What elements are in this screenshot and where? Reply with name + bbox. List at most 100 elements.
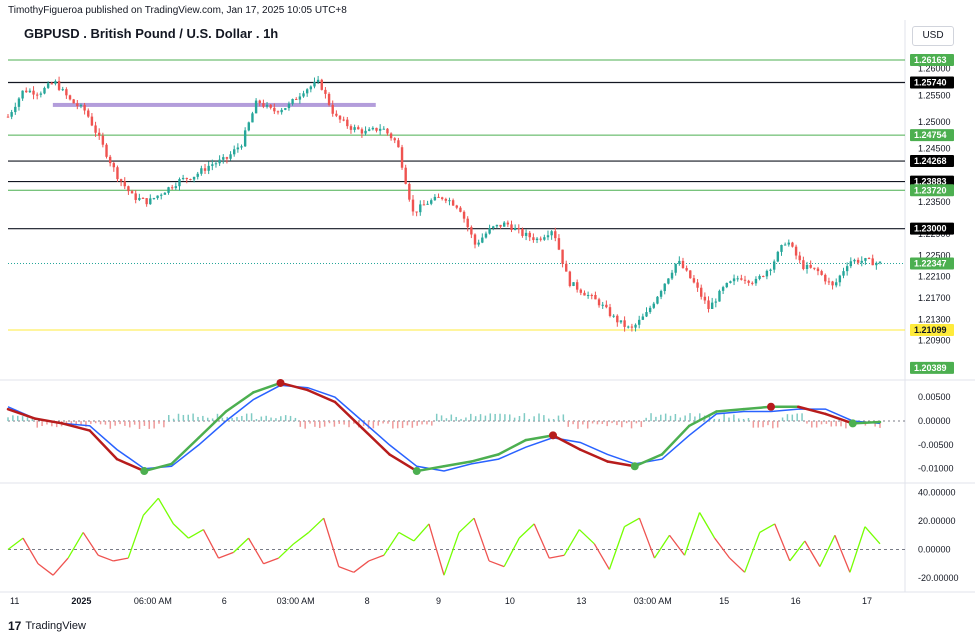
candle-body <box>867 258 871 260</box>
candle-body <box>659 291 663 297</box>
osc-line-segment <box>488 560 505 568</box>
candle-body <box>247 122 251 131</box>
signal-line-segment <box>660 424 691 456</box>
price-tick-label: 1.23500 <box>918 197 951 207</box>
candle-body <box>331 104 334 114</box>
candle-body <box>641 316 645 320</box>
osc-line-segment <box>263 557 279 565</box>
osc-tick-label: 40.00000 <box>918 488 956 498</box>
candle-body <box>287 103 291 109</box>
price-tag-label: 1.22347 <box>914 258 947 268</box>
candle-body <box>648 307 652 313</box>
signal-line-segment <box>6 407 37 420</box>
candle-body <box>783 244 787 246</box>
candle-body <box>225 157 229 159</box>
time-tick-label: 8 <box>365 596 370 606</box>
candle-body <box>703 296 707 301</box>
osc-line-segment <box>202 529 220 559</box>
osc-line-segment <box>503 537 520 567</box>
candle-body <box>772 261 776 270</box>
candle-body <box>462 211 466 219</box>
candle-body <box>692 278 696 283</box>
candle-body <box>342 119 345 121</box>
candle-body <box>747 280 750 283</box>
candle-body <box>10 112 13 117</box>
candle-body <box>233 149 236 155</box>
candle-body <box>499 224 502 227</box>
candle-body <box>170 187 174 189</box>
candle-body <box>451 200 455 206</box>
candle-body <box>521 228 524 236</box>
signal-line-segment <box>361 426 391 456</box>
candle-body <box>539 238 542 240</box>
osc-line-segment <box>428 523 445 576</box>
candle-body <box>98 132 101 136</box>
osc-line-segment <box>142 497 159 516</box>
candle-body <box>145 198 148 205</box>
candle-body <box>849 261 853 267</box>
candle-body <box>181 177 185 180</box>
signal-cross-dot <box>276 378 285 387</box>
signal-line-segment <box>442 460 473 468</box>
osc-line-segment <box>383 532 400 556</box>
price-tick-label: 1.22100 <box>918 272 951 282</box>
price-tag-label: 1.24754 <box>914 130 947 140</box>
osc-tick-label: 20.00000 <box>918 516 956 526</box>
osc-line-segment <box>668 534 686 556</box>
price-tick-label: 1.21700 <box>918 293 951 303</box>
candle-body <box>543 237 546 240</box>
symbol-title: GBPUSD . British Pound / U.S. Dollar . 1… <box>24 26 279 41</box>
candle-body <box>324 89 327 94</box>
currency-button[interactable]: USD <box>912 26 954 46</box>
signal-line-segment <box>115 457 146 473</box>
signal-cross-dot <box>848 419 857 428</box>
candle-body <box>732 278 736 282</box>
signal-cross-dot <box>767 402 775 411</box>
time-tick-label: 06:00 AM <box>134 596 172 606</box>
candle-body <box>630 326 634 328</box>
candle-body <box>503 222 506 227</box>
candle-body <box>816 268 820 272</box>
supply-zone <box>52 102 376 107</box>
candle-body <box>291 99 294 104</box>
tradingview-logo[interactable]: 17 TradingView <box>8 619 86 633</box>
candle-body <box>488 228 491 234</box>
osc-line-segment <box>338 566 355 573</box>
candle-body <box>805 264 809 269</box>
candle-body <box>594 295 597 300</box>
candle-body <box>455 205 458 208</box>
macd-tick-label: -0.01000 <box>918 464 954 474</box>
candle-body <box>831 281 834 286</box>
candle-body <box>72 99 75 104</box>
osc-line-segment <box>714 537 731 559</box>
candle-body <box>579 289 583 293</box>
candle-body <box>791 242 794 247</box>
price-tick-label: 1.24500 <box>918 144 951 154</box>
candle-body <box>437 196 440 198</box>
candle-body <box>65 89 68 96</box>
candle-body <box>670 272 674 279</box>
candle-body <box>608 307 612 316</box>
candle-body <box>320 79 323 90</box>
osc-line-segment <box>413 523 430 542</box>
price-tag-label: 1.24268 <box>914 156 947 166</box>
osc-line-segment <box>113 557 129 562</box>
candle-body <box>535 238 539 241</box>
candle-body <box>214 163 218 165</box>
candle-body <box>203 168 207 171</box>
candle-body <box>776 251 780 262</box>
candle-body <box>667 278 670 284</box>
candle-body <box>700 287 703 297</box>
candle-body <box>397 140 400 148</box>
candle-body <box>492 226 495 229</box>
candle-body <box>532 237 535 241</box>
time-tick-label: 03:00 AM <box>634 596 672 606</box>
candle-body <box>765 270 769 277</box>
signal-line-segment <box>470 453 500 463</box>
candle-body <box>583 292 586 296</box>
candle-body <box>517 228 520 230</box>
macd-pane <box>6 378 905 476</box>
candle-body <box>178 179 181 187</box>
signal-line-segment <box>797 405 827 416</box>
